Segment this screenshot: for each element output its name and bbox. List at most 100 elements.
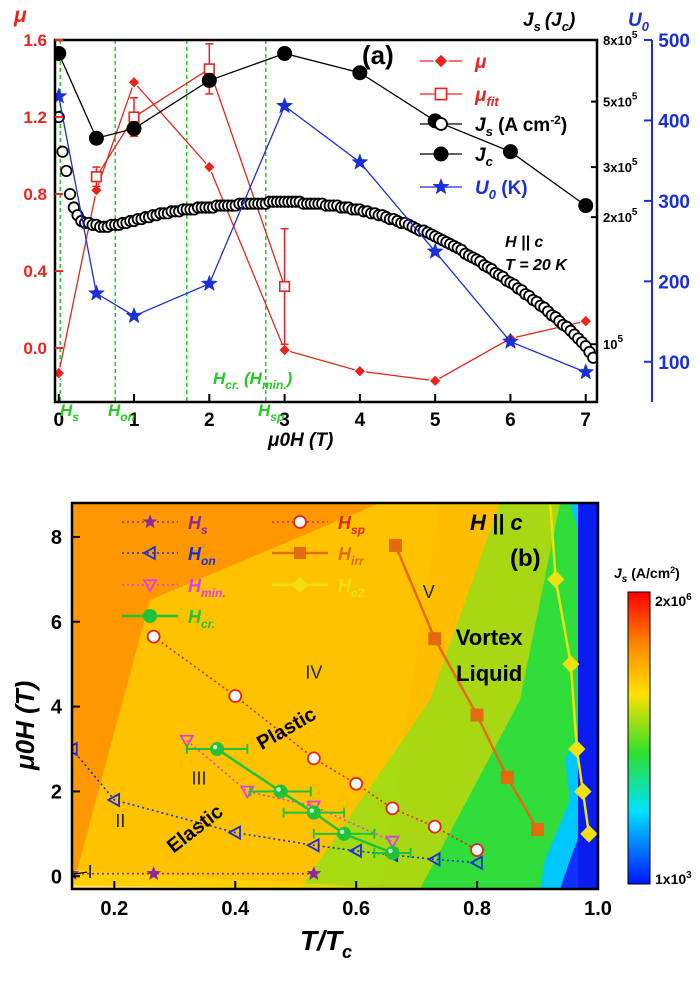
legend-label-mufit: μfit bbox=[474, 85, 499, 109]
b-point-Hs bbox=[306, 865, 322, 881]
b-heatmap bbox=[72, 503, 598, 889]
b-point-Hirr bbox=[428, 632, 442, 646]
b-point-Hon bbox=[305, 837, 320, 853]
a-point-μ bbox=[202, 160, 217, 174]
a-right-outer-ticks: 100 200 300 400 500 bbox=[644, 31, 690, 402]
b-point-Hon bbox=[469, 855, 483, 871]
a-point-U0 (K) bbox=[501, 332, 520, 350]
a-x-tick-label: 2 bbox=[204, 410, 215, 431]
a-left-tick-label: 1.6 bbox=[23, 31, 47, 50]
a-u0-tick-label: 200 bbox=[658, 272, 690, 293]
b-legend-label-hc2: Hc2 bbox=[338, 576, 365, 600]
b-legend-marker-hs bbox=[142, 514, 158, 529]
a-u0-tick-label: 300 bbox=[658, 192, 690, 213]
b-y-tick-label: 0 bbox=[51, 866, 62, 888]
b-point-Hon bbox=[72, 741, 78, 757]
a-vline-label-Hcr: Hcr. (Hmin.) bbox=[213, 369, 293, 392]
a-x-ticks: 0 1 2 3 4 5 6 7 bbox=[53, 394, 591, 431]
b-legend-label-hmin: Hmin. bbox=[188, 576, 226, 600]
b-region-i-arrow bbox=[73, 871, 88, 875]
colorbar-min-label: 1x103 bbox=[655, 870, 692, 887]
b-point-Hirr bbox=[388, 538, 402, 552]
colorbar-max-label: 2x106 bbox=[655, 592, 692, 609]
a-panel-label: (a) bbox=[362, 40, 394, 70]
b-legend-label-hirr: Hirr bbox=[338, 544, 365, 568]
b-point-Hc2 bbox=[580, 825, 598, 843]
b-annotation-vortex: Vortex bbox=[456, 625, 524, 650]
a-point-U0 (K) bbox=[577, 363, 595, 380]
b-point-Hcr. bbox=[337, 826, 352, 841]
b-legend-marker-hc2 bbox=[292, 577, 308, 593]
a-point-μfit bbox=[278, 280, 291, 293]
a-line-μfit bbox=[95, 67, 286, 287]
b-point-Hirr bbox=[470, 708, 484, 722]
b-panel-label: (b) bbox=[510, 545, 541, 572]
b-point-Hc2 bbox=[574, 782, 592, 801]
a-u0-tick-label: 400 bbox=[658, 111, 690, 132]
b-y-tick-label: 8 bbox=[51, 527, 62, 549]
a-left-tick-label: 1.2 bbox=[23, 108, 47, 127]
a-point-μ bbox=[428, 373, 443, 388]
legend-label-jc: Jc bbox=[475, 145, 494, 169]
b-legend-marker-hcr bbox=[143, 609, 157, 623]
a-point-μ bbox=[353, 364, 367, 379]
a-js-axis-label: Js (Jc) bbox=[523, 10, 575, 34]
a-left-tick-label: 0.4 bbox=[23, 262, 47, 281]
a-vline-label-Hon: Hon bbox=[108, 401, 135, 424]
b-point-Hc2 bbox=[562, 655, 580, 673]
a-point-μ bbox=[578, 314, 593, 328]
a-js-tick-label: 3x105 bbox=[603, 157, 638, 175]
a-u0-axis-label: U0 bbox=[628, 10, 650, 34]
b-x-tick-label: 1.0 bbox=[584, 898, 612, 920]
b-legend-label-hon: Hon bbox=[188, 544, 216, 568]
a-point-U0 (K) bbox=[55, 87, 68, 104]
b-point-highlight bbox=[339, 829, 345, 835]
a-left-ticks: 0.0 0.4 0.8 1.2 1.6 bbox=[23, 31, 63, 358]
a-u0-tick-label: 500 bbox=[658, 31, 690, 52]
b-point-Hmin. bbox=[384, 835, 400, 850]
a-u0-tick-label: 100 bbox=[658, 353, 690, 374]
b-x-tick-label: 0.2 bbox=[100, 898, 128, 920]
a-point-μfit bbox=[203, 63, 215, 75]
legend-marker-u0 bbox=[432, 177, 450, 195]
b-y-axis-label: μ0H (T) bbox=[10, 681, 40, 771]
b-region-I: I bbox=[88, 862, 93, 882]
a-series bbox=[55, 43, 597, 388]
a-vertical-lines bbox=[59, 40, 267, 402]
b-point-Hcr. bbox=[385, 845, 400, 860]
a-point-U0 (K) bbox=[275, 96, 294, 114]
b-legend: Hs Hon Hmin. Hcr. Hsp Hirr Hc2 bbox=[122, 513, 365, 631]
a-point-μ bbox=[89, 183, 104, 198]
legend-label-u0: U0 (K) bbox=[475, 178, 528, 202]
a-x-tick-label: 4 bbox=[355, 410, 366, 431]
a-point-Jc bbox=[55, 45, 67, 61]
b-legend-marker-hmin bbox=[142, 579, 158, 593]
a-vline-label-Hsp: Hsp bbox=[258, 401, 284, 424]
a-point-Js (A cm-2) bbox=[60, 164, 73, 178]
a-point-μ bbox=[127, 75, 141, 90]
b-point-Hon bbox=[106, 792, 121, 808]
b-condition: H || c bbox=[470, 510, 523, 535]
b-legend-label-hsp: Hsp bbox=[338, 513, 365, 537]
b-annotation-liquid: Liquid bbox=[456, 661, 522, 686]
b-point-Hcr. bbox=[273, 784, 288, 799]
b-x-axis-label: T/Tc bbox=[300, 925, 352, 962]
b-point-Hirr bbox=[500, 770, 514, 784]
a-js-tick-label: 5x105 bbox=[603, 92, 638, 110]
b-point-Hsp bbox=[427, 819, 442, 834]
a-x-tick-label: 1 bbox=[129, 410, 140, 431]
b-point-highlight bbox=[212, 744, 218, 750]
a-js-tick-label: 2x105 bbox=[603, 207, 638, 225]
a-condition-field: H || c bbox=[505, 234, 543, 251]
b-y-tick-label: 4 bbox=[51, 697, 63, 719]
b-point-Hirr bbox=[531, 823, 545, 837]
panel-a: 0 1 2 3 4 5 6 7 0.0 0.4 0.8 1.2 1.6 100 200 300 400 500… bbox=[13, 4, 690, 451]
a-point-Js (A cm-2) bbox=[56, 145, 69, 158]
a-js-tick-label: 8x105 bbox=[603, 30, 638, 48]
b-legend-marker-hon bbox=[142, 545, 156, 561]
b-point-Hmin. bbox=[179, 734, 195, 749]
b-line-Hon bbox=[72, 748, 478, 864]
colorbar-label: Js (A/cm2) bbox=[614, 565, 680, 585]
b-legend-label-hs: Hs bbox=[188, 513, 208, 537]
a-point-Jc bbox=[88, 130, 104, 146]
